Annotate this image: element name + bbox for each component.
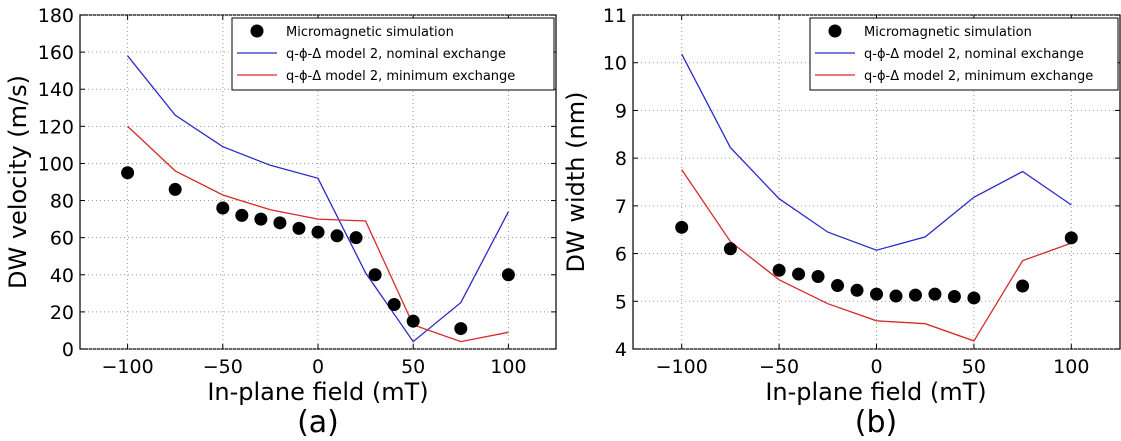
data-point [967,291,981,305]
y-tick-label: 20 [50,302,74,324]
legend-entry-label: q-ϕ-Δ model 2, nominal exchange [286,47,506,62]
series-line-1 [681,53,1072,251]
data-point [501,268,515,282]
y-axis-label: DW velocity (m/s) [4,75,32,289]
data-point [723,242,737,256]
y-tick-label: 11 [603,5,627,27]
series-layer [121,55,515,343]
data-point [330,229,344,243]
data-point [454,322,468,336]
y-tick-label: 0 [62,339,74,361]
legend: Micromagnetic simulation q-ϕ-Δ model 2, n… [231,17,555,91]
x-tick-label: 50 [401,356,425,378]
series-line-1 [127,55,509,343]
y-tick-label: 7 [615,196,627,218]
data-point [368,268,382,282]
y-tick-label: 160 [38,42,74,64]
chart-panel-b: −100 −50 0 50 100 4 5 6 7 8 9 10 11 Micromagnetic s… [562,5,1121,440]
data-point [908,288,922,302]
y-axis-ticks: 0 20 40 60 80 100 120 140 160 180 [38,5,556,361]
legend-entry-label: Micromagnetic simulation [286,25,454,40]
y-tick-label: 180 [38,5,74,27]
panel-label: (b) [855,405,897,440]
legend-marker [828,24,842,38]
data-point [387,297,401,311]
x-axis-ticks: −100 −50 0 50 100 [656,15,1089,378]
x-tick-label: 100 [490,356,526,378]
legend: Micromagnetic simulation q-ϕ-Δ model 2, n… [809,17,1119,91]
data-point [311,225,325,239]
y-tick-label: 120 [38,116,74,138]
series-line-2 [681,169,1072,342]
data-point [831,279,845,293]
y-axis-ticks: 4 5 6 7 8 9 10 11 [603,5,1120,361]
y-tick-label: 8 [615,148,627,170]
data-point [292,221,306,235]
y-tick-label: 9 [615,100,627,122]
data-point [254,212,268,226]
data-point [349,231,363,245]
y-tick-label: 60 [50,228,74,250]
x-tick-label: 100 [1053,356,1089,378]
y-tick-label: 4 [615,339,627,361]
x-axis-label: In-plane field (mT) [765,378,986,406]
x-tick-label: 0 [870,356,882,378]
panel-label: (a) [297,405,339,440]
legend-entry-label: q-ϕ-Δ model 2, minimum exchange [286,69,515,84]
x-axis-ticks: −100 −50 0 50 100 [102,15,527,378]
data-point [928,287,942,301]
x-tick-label: −50 [759,356,799,378]
data-point [406,314,420,328]
data-point [121,166,135,180]
data-point [870,287,883,301]
y-tick-label: 40 [50,265,74,287]
legend-frame [809,17,1119,91]
data-point [947,290,961,304]
series-layer [675,53,1078,342]
y-tick-label: 100 [38,153,74,175]
series-line-2 [127,125,509,343]
chart-panel-a: −100 −50 0 50 100 0 20 40 60 80 100 120 140 160 180 M… [4,5,557,440]
x-tick-label: 0 [312,356,324,378]
legend-marker [250,24,264,38]
data-point [1016,279,1030,293]
data-point [235,208,249,222]
data-point [1064,231,1078,245]
legend-entry-label: Micromagnetic simulation [864,25,1032,40]
y-axis-label: DW width (nm) [562,92,590,273]
y-tick-label: 10 [603,53,627,75]
legend-frame [231,17,555,91]
data-point [772,263,786,277]
data-point [811,269,825,283]
x-tick-label: −50 [203,356,243,378]
y-tick-label: 140 [38,79,74,101]
y-tick-label: 5 [615,291,627,313]
data-point [792,267,806,281]
data-point [216,201,230,215]
x-tick-label: −100 [656,356,708,378]
y-tick-label: 80 [50,191,74,213]
y-tick-label: 6 [615,244,627,266]
x-tick-label: 50 [962,356,986,378]
data-point [850,283,864,297]
data-point [273,216,287,230]
data-point [889,289,903,303]
data-point [168,182,182,196]
legend-entry-label: q-ϕ-Δ model 2, nominal exchange [864,47,1084,62]
legend-entry-label: q-ϕ-Δ model 2, minimum exchange [864,69,1093,84]
x-tick-label: −100 [102,356,154,378]
data-point [675,220,689,234]
x-axis-label: In-plane field (mT) [207,378,428,406]
